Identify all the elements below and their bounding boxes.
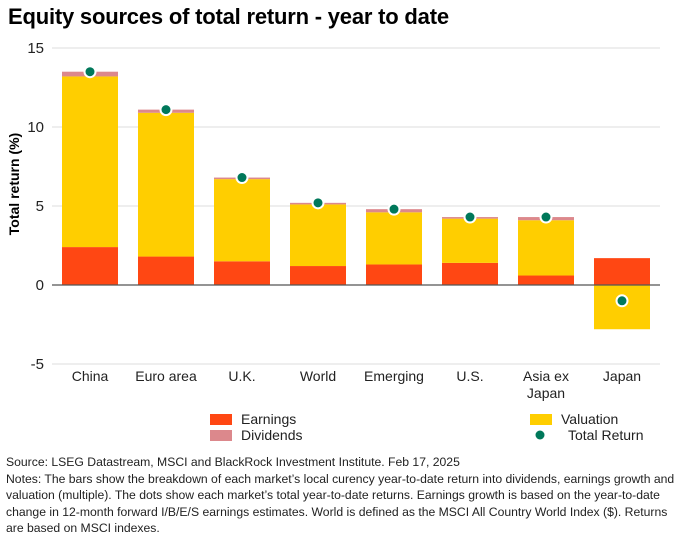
total-return-dot-asia-ex-japan — [539, 210, 553, 224]
bar-valuation-world — [290, 204, 346, 267]
category-label-china: China — [72, 368, 109, 384]
category-label-world: World — [300, 368, 336, 384]
total-return-dot-world — [311, 196, 325, 210]
category-label-japan: Japan — [603, 368, 641, 384]
y-tick-label: -5 — [31, 356, 44, 373]
bar-valuation-china — [62, 76, 118, 248]
y-tick-label: 5 — [36, 198, 44, 215]
legend-marker-earnings — [210, 414, 232, 425]
bar-earnings-asia-ex-japan — [518, 275, 574, 285]
axis-layer: -5 0 5 10 15 Total return (%) China Euro area U.… — [6, 40, 641, 401]
bar-earnings-euro-area — [138, 256, 194, 285]
bar-valuation-emerging — [366, 212, 422, 265]
total-return-dot-emerging — [387, 202, 401, 216]
legend-marker-total-return — [535, 430, 545, 440]
y-tick-label: 15 — [27, 40, 44, 57]
category-label-u-k: U.K. — [228, 368, 255, 384]
notes-text: Notes: The bars show the breakdown of ea… — [6, 471, 675, 536]
footnotes: Source: LSEG Datastream, MSCI and BlackR… — [6, 454, 676, 537]
bar-valuation-asia-ex-japan — [518, 220, 574, 276]
legend-marker-valuation — [530, 414, 552, 425]
legend-marker-dividends — [210, 430, 232, 441]
category-label-asia-ex-japan: Asia ex Japan — [523, 368, 569, 401]
total-return-dot-u-k — [235, 171, 249, 185]
total-return-dot-euro-area — [159, 103, 173, 117]
chart-title: Equity sources of total return - year to… — [8, 4, 449, 29]
bar-valuation-u-k — [214, 179, 270, 262]
bar-earnings-china — [62, 247, 118, 285]
bar-earnings-u-s — [442, 262, 498, 285]
legend-label-valuation: Valuation — [561, 411, 618, 427]
bar-valuation-euro-area — [138, 112, 194, 257]
dots-layer — [83, 65, 629, 308]
source-note: Source: LSEG Datastream, MSCI and BlackR… — [6, 455, 460, 469]
legend-label-dividends: Dividends — [241, 427, 302, 443]
total-return-dot-china — [83, 65, 97, 79]
bar-earnings-world — [290, 266, 346, 285]
category-label-emerging: Emerging — [364, 368, 424, 384]
bar-earnings-emerging — [366, 264, 422, 285]
y-axis-label: Total return (%) — [6, 133, 22, 235]
bar-earnings-u-k — [214, 261, 270, 285]
legend-label-earnings: Earnings — [241, 411, 296, 427]
bar-earnings-japan — [594, 258, 650, 285]
equity-returns-chart: -5 0 5 10 15 Total return (%) China Euro area U.… — [6, 40, 660, 443]
category-label-euro-area: Euro area — [135, 368, 197, 384]
total-return-dot-u-s — [463, 210, 477, 224]
total-return-dot-japan — [615, 294, 629, 308]
bars-layer — [62, 71, 650, 330]
y-tick-label: 0 — [36, 277, 44, 294]
legend-label-total-return: Total Return — [568, 427, 643, 443]
category-label-u-s: U.S. — [456, 368, 483, 384]
y-tick-label: 10 — [27, 119, 44, 136]
bar-valuation-u-s — [442, 218, 498, 263]
